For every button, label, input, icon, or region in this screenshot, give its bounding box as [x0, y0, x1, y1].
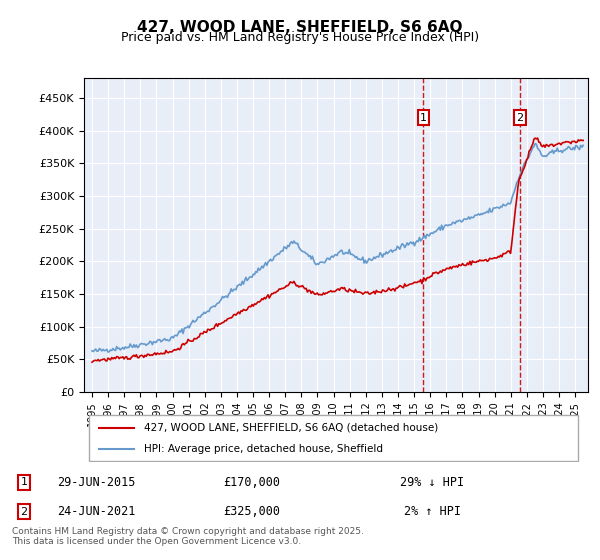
- Text: 427, WOOD LANE, SHEFFIELD, S6 6AQ (detached house): 427, WOOD LANE, SHEFFIELD, S6 6AQ (detac…: [145, 423, 439, 433]
- Text: 29-JUN-2015: 29-JUN-2015: [57, 476, 135, 489]
- Text: Contains HM Land Registry data © Crown copyright and database right 2025.
This d: Contains HM Land Registry data © Crown c…: [12, 526, 364, 546]
- Text: 29% ↓ HPI: 29% ↓ HPI: [400, 476, 464, 489]
- Text: Price paid vs. HM Land Registry's House Price Index (HPI): Price paid vs. HM Land Registry's House …: [121, 31, 479, 44]
- FancyBboxPatch shape: [89, 416, 578, 461]
- Text: 1: 1: [420, 113, 427, 123]
- Text: 24-JUN-2021: 24-JUN-2021: [57, 505, 135, 518]
- Text: 427, WOOD LANE, SHEFFIELD, S6 6AQ: 427, WOOD LANE, SHEFFIELD, S6 6AQ: [137, 20, 463, 35]
- Text: £170,000: £170,000: [223, 476, 281, 489]
- Text: 2: 2: [20, 507, 28, 517]
- Text: £325,000: £325,000: [223, 505, 281, 518]
- Text: 2% ↑ HPI: 2% ↑ HPI: [404, 505, 461, 518]
- Text: HPI: Average price, detached house, Sheffield: HPI: Average price, detached house, Shef…: [145, 444, 383, 454]
- Text: 2: 2: [516, 113, 523, 123]
- Text: 1: 1: [20, 477, 28, 487]
